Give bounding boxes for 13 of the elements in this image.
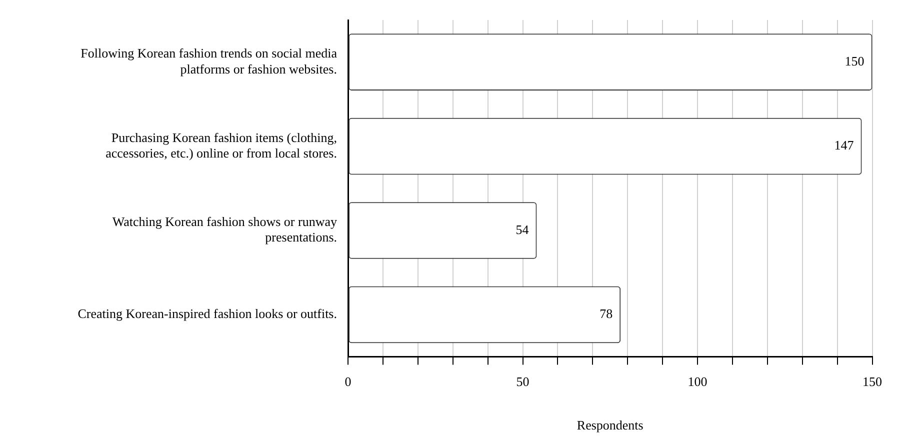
y-tick-label: Purchasing Korean fashion items (clothing, accessories, etc.) online or from local stores. xyxy=(106,130,337,161)
y-tick-label: Following Korean fashion trends on social media platforms or fashion websites. xyxy=(80,46,338,76)
x-tick-label: 150 xyxy=(862,374,882,390)
x-axis-title: Respondents xyxy=(576,418,644,433)
data-label: 78 xyxy=(600,306,613,322)
y-tick-label: Creating Korean-inspired fashion looks or outfits. xyxy=(78,306,337,322)
data-label: 54 xyxy=(516,222,530,237)
x-tick-label: 0 xyxy=(344,374,352,390)
x-tick-label: 50 xyxy=(516,374,530,390)
x-tick-label: 100 xyxy=(688,374,708,390)
data-label: 150 xyxy=(844,54,864,69)
y-tick-label: Watching Korean fashion shows or runway presentations. xyxy=(112,214,338,245)
data-label: 147 xyxy=(834,138,854,153)
